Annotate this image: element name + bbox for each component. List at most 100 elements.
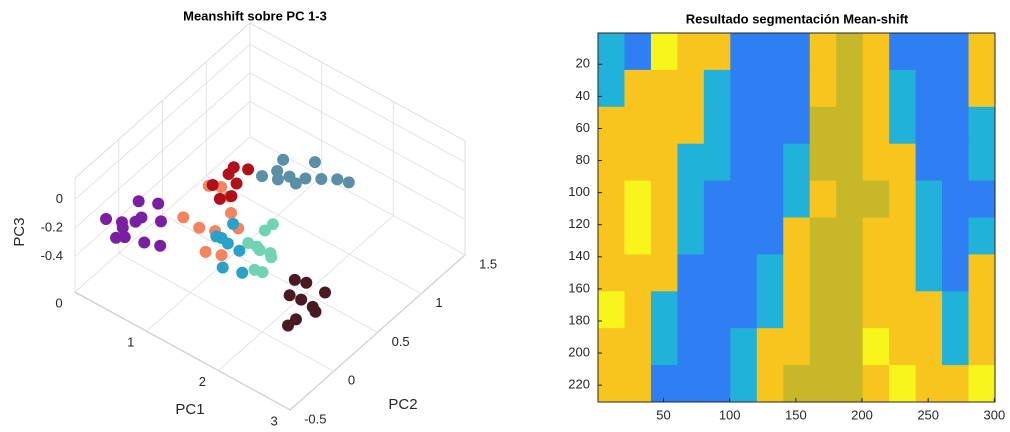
image-cell [942, 33, 970, 71]
x-tick-label: 3 [270, 413, 277, 427]
point [100, 212, 113, 225]
y-tick-label: 0 [348, 373, 355, 388]
chart-title: Resultado segmentación Mean-shift [686, 11, 909, 26]
image-cell [677, 180, 705, 218]
image-cell [836, 69, 864, 108]
image-cell [650, 180, 678, 218]
point [227, 161, 240, 174]
image-cell [756, 365, 784, 403]
image-cell [915, 254, 943, 292]
y-tick-label: 160 [568, 280, 590, 295]
image-cell [598, 69, 625, 108]
image-cell [915, 69, 943, 108]
point [299, 172, 312, 185]
image-cell [703, 365, 731, 403]
image-cell [809, 328, 837, 366]
image-cell [703, 254, 731, 292]
point [295, 293, 308, 306]
image-cell [836, 365, 864, 403]
image-cell [915, 365, 943, 403]
image-cell [783, 180, 811, 218]
image-cell [942, 365, 970, 403]
image-cell [889, 69, 917, 108]
image-cell [809, 69, 837, 108]
image-cell [836, 254, 864, 292]
image-cell [915, 328, 943, 366]
image-cell [703, 180, 731, 218]
axes-box [597, 32, 996, 403]
point [315, 172, 328, 185]
image-cell [809, 217, 837, 255]
point [308, 156, 321, 169]
image-cell [730, 328, 758, 366]
image-cell [942, 69, 970, 108]
image-cell [809, 33, 837, 71]
image-cell [783, 217, 811, 255]
image-cell [968, 365, 996, 403]
x-tick-label: 150 [785, 407, 807, 422]
y-tick-label: 0.5 [392, 334, 410, 349]
point [283, 289, 296, 302]
image-cell [862, 33, 890, 71]
image-cell [650, 254, 678, 292]
image-cell [598, 291, 625, 329]
x-tick-label: 300 [983, 407, 1005, 422]
image-cell [624, 143, 652, 182]
y-tick-label: 40 [576, 88, 590, 103]
image-cell [862, 106, 890, 145]
image-cell [783, 254, 811, 292]
image-cell [915, 106, 943, 145]
image-cell [756, 106, 784, 145]
image-cell [968, 328, 996, 366]
point [271, 165, 284, 178]
point [206, 179, 219, 192]
image-cell [862, 291, 890, 329]
point [256, 170, 269, 183]
y-tick-label: 60 [576, 120, 590, 135]
chart-title: Meanshift sobre PC 1-3 [183, 8, 327, 23]
z-tick-label: -0.2 [41, 219, 63, 234]
image-cell [624, 328, 652, 366]
image-cell [703, 69, 731, 108]
image-cell [624, 106, 652, 145]
grid-line [118, 139, 335, 372]
image-cell [836, 143, 864, 182]
image-cell [756, 69, 784, 108]
image-cell [703, 33, 731, 71]
image-cell [730, 217, 758, 255]
image-cell [862, 365, 890, 403]
point [242, 163, 255, 176]
point [138, 236, 151, 249]
image-cell [677, 143, 705, 182]
image-cell [598, 143, 625, 182]
image-cell [730, 143, 758, 182]
x-tick-label: 250 [917, 407, 939, 422]
point [227, 217, 240, 230]
grid-line [162, 100, 378, 333]
image-cell [809, 143, 837, 182]
image-cell [862, 180, 890, 218]
image-cell [624, 217, 652, 255]
y-axis-label: PC2 [388, 396, 417, 413]
image-cell [889, 106, 917, 145]
y-tick-label: 220 [568, 377, 590, 392]
y-tick-label: 200 [568, 345, 590, 360]
point [230, 177, 243, 190]
z-tick-label: -0.4 [41, 248, 63, 263]
image-cell [809, 180, 837, 218]
point [300, 276, 313, 289]
grid-line [74, 43, 466, 200]
point [118, 231, 131, 244]
image-cell [836, 106, 864, 145]
image-cell [598, 180, 625, 218]
image-cell [942, 106, 970, 145]
image-cell [703, 291, 731, 329]
image-cell [942, 291, 970, 329]
image-cell [730, 291, 758, 329]
image-cell [730, 180, 758, 218]
y-tick-label: 1.5 [479, 256, 497, 271]
image-cell [862, 69, 890, 108]
image-cell [598, 33, 625, 71]
image-cell [624, 365, 652, 403]
image-cell [650, 33, 678, 71]
